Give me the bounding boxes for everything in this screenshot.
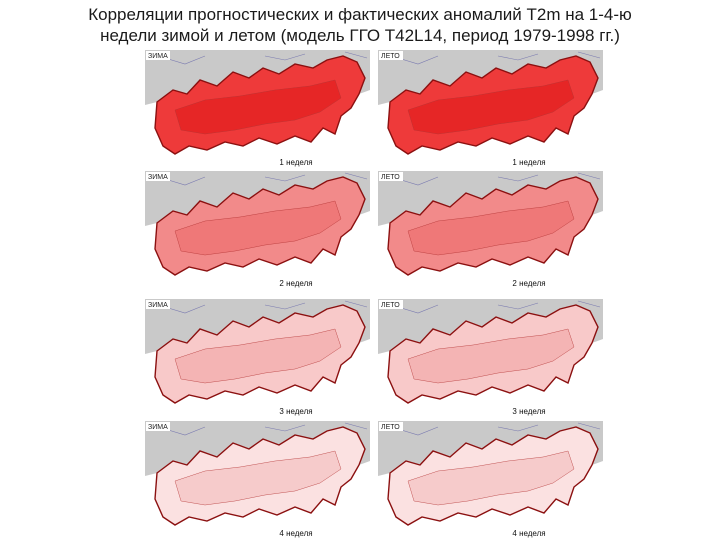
coastline (397, 300, 601, 314)
title: Корреляции прогностических и фактических… (0, 4, 720, 46)
week-box (508, 406, 550, 416)
season-box (146, 51, 170, 60)
season-box (146, 422, 170, 431)
isoline-area (407, 79, 575, 135)
coastline (397, 172, 601, 186)
week-box (275, 278, 317, 288)
week-label: 1 неделя (279, 158, 312, 167)
week-box (508, 528, 550, 538)
season-label: ЛЕТО (381, 174, 400, 181)
week-label: 2 неделя (279, 279, 312, 288)
week-label: 1 неделя (512, 158, 545, 167)
land (145, 461, 370, 539)
map-panel: ЛЕТО 1 неделя (378, 50, 603, 168)
isoline-area (407, 328, 575, 384)
week-box (508, 157, 550, 167)
season-label: ЗИМА (148, 53, 168, 60)
week-label: 3 неделя (279, 407, 312, 416)
season-label: ЛЕТО (381, 302, 400, 309)
week-box (508, 278, 550, 288)
isoline-area (407, 450, 575, 506)
week-label: 4 неделя (279, 529, 312, 538)
map-panel: ЗИМА 3 неделя (145, 299, 370, 417)
season-label: ЗИМА (148, 174, 168, 181)
week-label: 2 неделя (512, 279, 545, 288)
land (145, 90, 370, 168)
coastline (164, 422, 368, 436)
land (145, 211, 370, 289)
season-box (146, 300, 170, 309)
isoline-area (174, 200, 342, 256)
week-label: 3 неделя (512, 407, 545, 416)
isoline-area (174, 328, 342, 384)
land (145, 339, 370, 417)
isoline-area (174, 79, 342, 135)
map-panel: ЗИМА 2 неделя (145, 171, 370, 289)
season-box (379, 51, 403, 60)
coastline (164, 300, 368, 314)
land (378, 461, 603, 539)
isoline-area (407, 200, 575, 256)
season-label: ЗИМА (148, 302, 168, 309)
land (378, 90, 603, 168)
map-panel: ЛЕТО 2 неделя (378, 171, 603, 289)
week-box (275, 406, 317, 416)
season-box (146, 172, 170, 181)
season-label: ЛЕТО (381, 424, 400, 431)
map-panel: ЗИМА 1 неделя (145, 50, 370, 168)
isoline-area (174, 450, 342, 506)
season-box (379, 172, 403, 181)
land (378, 339, 603, 417)
week-label: 4 неделя (512, 529, 545, 538)
week-box (275, 528, 317, 538)
title-line: недели зимой и летом (модель ГГО T42L14,… (100, 26, 620, 45)
map-panel: ЗИМА 4 неделя (145, 421, 370, 539)
coastline (164, 51, 368, 65)
coastline (397, 422, 601, 436)
season-box (379, 300, 403, 309)
land (378, 211, 603, 289)
coastline (397, 51, 601, 65)
title-line: Корреляции прогностических и фактических… (88, 5, 632, 24)
map-panel: ЛЕТО 3 неделя (378, 299, 603, 417)
week-box (275, 157, 317, 167)
coastline (164, 172, 368, 186)
map-panel: ЛЕТО 4 неделя (378, 421, 603, 539)
season-label: ЗИМА (148, 424, 168, 431)
season-label: ЛЕТО (381, 53, 400, 60)
season-box (379, 422, 403, 431)
